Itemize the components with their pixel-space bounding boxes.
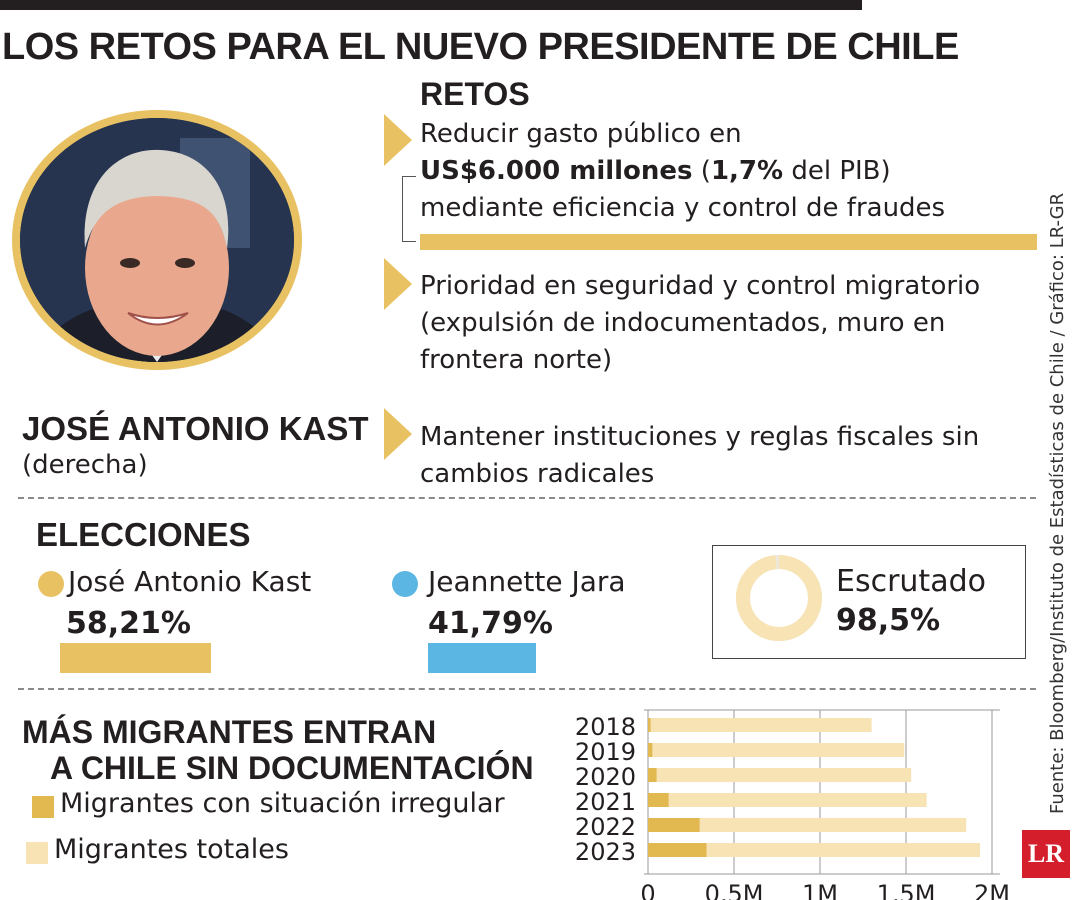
reto-3: Mantener instituciones y reglas fiscales… <box>420 419 979 493</box>
legend-swatch-irregular <box>32 796 54 818</box>
arrow-bullet-icon <box>384 408 412 460</box>
top-rule <box>0 0 862 10</box>
bar-total <box>648 818 967 832</box>
divider <box>18 688 1036 690</box>
y-tick-label: 2023 <box>575 838 636 866</box>
retos-title: RETOS <box>420 76 530 112</box>
source-credit: Fuente: Bloomberg/Instituto de Estadísti… <box>1047 192 1068 814</box>
arrow-bullet-icon <box>384 114 412 166</box>
page-title: LOS RETOS PARA EL NUEVO PRESIDENTE DE CH… <box>2 26 959 68</box>
portrait-illustration <box>20 118 294 362</box>
bar-total <box>648 743 905 757</box>
donut-arc <box>736 555 822 641</box>
bar-irregular <box>648 793 669 807</box>
y-tick-label: 2018 <box>575 713 636 741</box>
candidate-1-bar <box>60 643 211 673</box>
migracion-title-line2: A CHILE SIN DOCUMENTACIÓN <box>50 750 534 786</box>
reto-1: Reducir gasto público en US$6.000 millon… <box>420 116 945 227</box>
escrutado-box <box>712 545 1026 659</box>
y-tick-label: 2022 <box>575 813 636 841</box>
x-tick-label: 0,5M <box>705 880 764 900</box>
x-tick-label: 2M <box>974 880 1010 900</box>
y-tick-label: 2019 <box>575 738 636 766</box>
reto-1-pct: 1,7% <box>710 156 784 186</box>
bracket-line <box>402 176 416 242</box>
legend-swatch-total <box>26 842 48 864</box>
bar-irregular <box>648 768 657 782</box>
reto-1-paren-open: ( <box>692 156 711 186</box>
bar-total <box>648 768 912 782</box>
reto-2-line3: frontera norte) <box>420 345 613 375</box>
candidate-photo <box>12 110 302 370</box>
candidate-2-name: Jeannette Jara <box>428 565 626 598</box>
y-tick-label: 2020 <box>575 763 636 791</box>
candidate-1-pct: 58,21% <box>66 606 191 641</box>
x-tick-label: 1,5M <box>877 880 936 900</box>
bar-total <box>648 718 872 732</box>
elecciones-title: ELECCIONES <box>36 516 251 553</box>
bar-irregular <box>648 718 651 732</box>
legend-label-total: Migrantes totales <box>54 834 289 865</box>
gold-rule <box>420 234 1037 250</box>
arrow-bullet-icon <box>384 258 412 310</box>
reto-2-line2: (expulsión de indocumentados, muro en <box>420 308 946 338</box>
candidate-name: JOSÉ ANTONIO KAST <box>22 410 369 447</box>
y-tick-label: 2021 <box>575 788 636 816</box>
candidate-2-dot-icon <box>392 571 418 597</box>
divider <box>18 497 1036 499</box>
x-tick-label: 1M <box>802 880 838 900</box>
reto-3-line1: Mantener instituciones y reglas fiscales… <box>420 422 980 452</box>
bar-total <box>648 843 980 857</box>
reto-1-amount: US$6.000 millones <box>420 156 693 186</box>
reto-2-line1: Prioridad en seguridad y control migrato… <box>420 271 981 301</box>
bar-irregular <box>648 843 707 857</box>
bar-total <box>648 793 927 807</box>
candidate-2-bar <box>428 643 537 673</box>
candidate-2-pct: 41,79% <box>428 606 553 641</box>
reto-2: Prioridad en seguridad y control migrato… <box>420 268 980 379</box>
x-tick-label: 0 <box>640 880 655 900</box>
reto-1-line3: mediante eficiencia y control de fraudes <box>420 193 946 223</box>
escrutado-label: Escrutado <box>836 564 986 599</box>
bar-irregular <box>648 818 700 832</box>
migracion-title-line1: MÁS MIGRANTES ENTRAN <box>22 714 437 750</box>
reto-1-pib: del PIB) <box>783 156 891 186</box>
reto-3-line2: cambios radicales <box>420 459 655 489</box>
reto-1-line2: US$6.000 millones (1,7% del PIB) <box>420 153 945 190</box>
reto-1-line1: Reducir gasto público en <box>420 119 742 149</box>
lr-logo: LR <box>1022 830 1070 878</box>
bar-irregular <box>648 743 653 757</box>
escrutado-donut <box>736 555 822 641</box>
candidate-1-dot-icon <box>38 571 64 597</box>
candidate-1-name: José Antonio Kast <box>68 565 312 598</box>
legend-label-irregular: Migrantes con situación irregular <box>60 788 505 819</box>
escrutado-value: 98,5% <box>836 603 941 638</box>
candidate-party: (derecha) <box>22 450 148 480</box>
